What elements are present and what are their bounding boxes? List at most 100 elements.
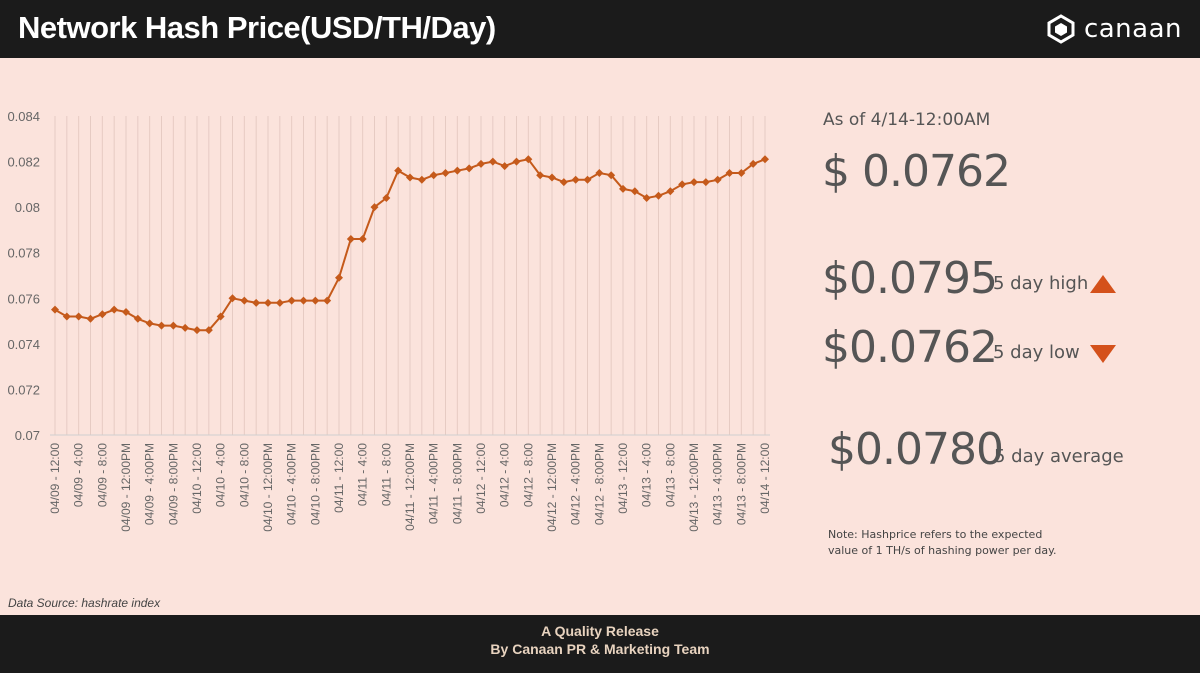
- data-point: [607, 171, 616, 180]
- x-tick-label: 04/10 - 8:00PM: [308, 443, 322, 525]
- x-tick-label: 04/09 - 4:00: [72, 443, 86, 507]
- data-point: [441, 168, 450, 177]
- data-point: [559, 178, 568, 187]
- data-point: [216, 312, 225, 321]
- x-tick-label: 04/09 - 12:00PM: [119, 443, 133, 532]
- data-point: [678, 180, 687, 189]
- page-title: Network Hash Price(USD/TH/Day): [18, 10, 496, 45]
- data-point: [488, 157, 497, 166]
- footer-bar: A Quality Release By Canaan PR & Marketi…: [0, 615, 1200, 673]
- x-tick-label: 04/12 - 8:00PM: [592, 443, 606, 525]
- logo-text: canaan: [1083, 14, 1182, 44]
- data-point: [524, 155, 533, 164]
- data-point: [110, 305, 119, 314]
- x-tick-label: 04/12 - 12:00: [474, 443, 488, 514]
- data-point: [394, 166, 403, 175]
- data-point: [725, 168, 734, 177]
- data-point: [157, 321, 166, 330]
- data-point: [749, 159, 758, 168]
- x-tick-label: 04/13 - 12:00PM: [687, 443, 701, 532]
- x-tick-label: 04/11 - 12:00PM: [403, 443, 417, 531]
- x-tick-label: 04/10 - 12:00PM: [261, 443, 275, 532]
- hash-price-line-chart: 0.07 0.072 0.074 0.076 0.078 0.08 0.082 0.084 04…: [7, 109, 772, 532]
- data-point: [548, 173, 556, 182]
- five-day-average-label: 5 day average: [994, 446, 1124, 467]
- x-tick-label: 04/11 - 4:00PM: [427, 443, 441, 524]
- data-point: [571, 175, 580, 184]
- down-arrow-icon: [1090, 345, 1116, 363]
- x-tick-label: 04/14 - 12:00: [758, 443, 772, 514]
- data-point: [133, 314, 142, 323]
- data-point: [86, 314, 95, 323]
- data-point: [642, 194, 651, 203]
- y-tick-label: 0.08: [15, 200, 40, 215]
- x-tick-label: 04/11 - 12:00: [332, 443, 346, 513]
- data-point: [62, 312, 71, 321]
- data-point: [240, 296, 249, 305]
- footer-line-2: By Canaan PR & Marketing Team: [490, 641, 710, 657]
- data-source: Data Source: hashrate index: [8, 596, 161, 610]
- data-point: [630, 187, 639, 196]
- data-point: [323, 296, 332, 305]
- data-point: [406, 173, 414, 182]
- x-tick-label: 04/11 - 8:00PM: [450, 443, 464, 524]
- footer-line-1: A Quality Release: [541, 623, 659, 639]
- data-point: [500, 162, 509, 171]
- data-point: [299, 296, 308, 305]
- data-point: [275, 298, 284, 307]
- data-point: [536, 171, 545, 180]
- data-point: [145, 319, 154, 328]
- x-tick-label: 04/12 - 12:00PM: [545, 443, 559, 532]
- data-point: [181, 323, 190, 332]
- data-point: [761, 155, 769, 164]
- x-tick-label: 04/10 - 4:00PM: [285, 443, 299, 525]
- current-price: $ 0.0762: [822, 146, 1011, 197]
- data-point: [512, 157, 521, 166]
- x-tick-label: 04/12 - 4:00: [498, 443, 512, 507]
- data-point: [370, 203, 379, 212]
- data-point: [690, 178, 698, 187]
- data-point: [619, 184, 627, 193]
- data-point: [465, 164, 474, 173]
- data-point: [666, 187, 675, 196]
- data-point: [583, 175, 592, 184]
- x-tick-label: 04/11 - 8:00: [379, 443, 393, 506]
- note-line-2: value of 1 TH/s of hashing power per day…: [828, 544, 1057, 557]
- data-point: [453, 166, 462, 175]
- x-tick-label: 04/13 - 4:00PM: [711, 443, 725, 525]
- canaan-logo-icon: [1047, 14, 1075, 44]
- x-tick-label: 04/11 - 4:00: [356, 443, 370, 506]
- data-point: [335, 273, 343, 282]
- five-day-high-value: $0.0795: [822, 253, 998, 304]
- data-point: [169, 321, 178, 330]
- x-tick-label: 04/13 - 8:00PM: [734, 443, 748, 525]
- data-point: [228, 294, 237, 303]
- data-point: [193, 326, 201, 335]
- x-tick-label: 04/09 - 8:00: [95, 443, 109, 507]
- y-tick-label: 0.07: [15, 428, 40, 443]
- y-tick-label: 0.082: [7, 155, 40, 170]
- x-tick-label: 04/10 - 12:00: [190, 443, 204, 514]
- x-tick-label: 04/12 - 8:00: [521, 443, 535, 507]
- header-bar: Network Hash Price(USD/TH/Day) canaan: [0, 0, 1200, 58]
- five-day-low-label: 5 day low: [993, 342, 1080, 363]
- data-point: [287, 296, 296, 305]
- data-point: [346, 235, 355, 244]
- data-point: [51, 305, 59, 314]
- up-arrow-icon: [1090, 275, 1116, 293]
- x-tick-label: 04/09 - 12:00: [48, 443, 62, 514]
- five-day-low-value: $0.0762: [822, 322, 998, 373]
- x-tick-label: 04/12 - 4:00PM: [569, 443, 583, 525]
- hashprice-note: Note: Hashprice refers to the expected v…: [828, 527, 1057, 559]
- y-tick-label: 0.074: [7, 337, 40, 352]
- y-tick-label: 0.076: [7, 291, 40, 306]
- logo: canaan: [1046, 12, 1182, 46]
- data-point: [74, 312, 83, 321]
- five-day-average-value: $0.0780: [828, 424, 1004, 475]
- data-point: [204, 326, 213, 335]
- content-panel: 0.07 0.072 0.074 0.076 0.078 0.08 0.082 0.084 04…: [0, 58, 1200, 615]
- as-of-label: As of 4/14-12:00AM: [823, 110, 991, 130]
- data-point: [358, 235, 367, 244]
- data-point: [654, 191, 663, 200]
- x-tick-label: 04/09 - 8:00PM: [166, 443, 180, 525]
